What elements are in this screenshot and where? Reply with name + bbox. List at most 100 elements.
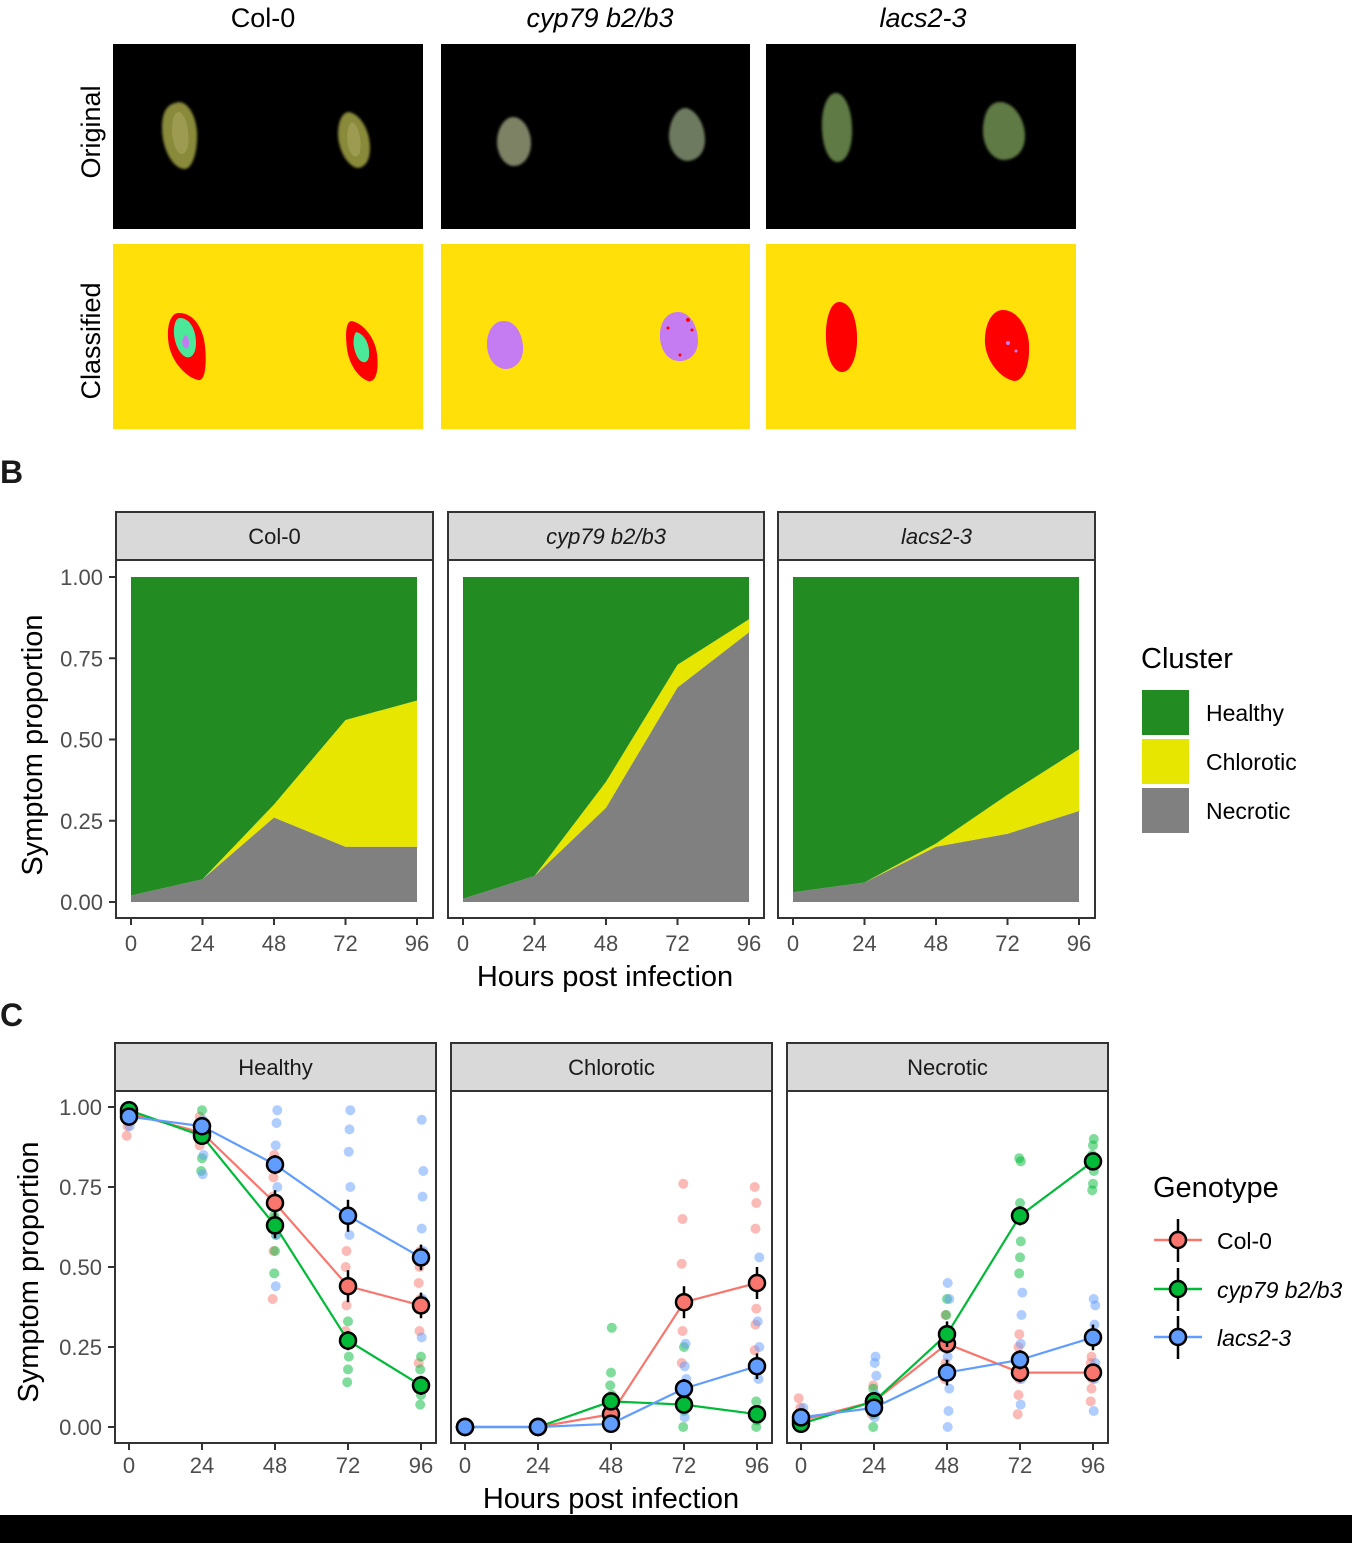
panel-c-strip-necrotic: Necrotic — [786, 1042, 1109, 1092]
legend-label-healthy: Healthy — [1206, 700, 1284, 726]
panel-a: Col-0 cyp79 b2/b3 lacs2-3 Original Class… — [76, 3, 1076, 429]
legend-label-col0: Col-0 — [1217, 1228, 1272, 1254]
panel-b-plot-cyp79 — [447, 559, 765, 919]
x-tick-label: 72 — [672, 1453, 696, 1478]
panel-c-legend-title: Genotype — [1153, 1172, 1279, 1204]
mean-point — [791, 1408, 811, 1427]
panel-a-row-label-classified: Classified — [76, 282, 106, 399]
raw-point — [1016, 1310, 1027, 1320]
raw-point — [198, 1150, 209, 1160]
panel-c-x-axis-title: Hours post infection — [483, 1483, 739, 1515]
legend-key-cyp79 — [1154, 1268, 1202, 1311]
mean-point — [411, 1296, 431, 1315]
raw-point — [606, 1367, 616, 1378]
raw-point — [267, 1294, 278, 1304]
raw-point — [943, 1406, 954, 1416]
mean-point — [937, 1324, 957, 1344]
y-tick-label: 0.50 — [59, 1255, 102, 1280]
mean-point — [601, 1392, 621, 1411]
mean-point — [1083, 1363, 1103, 1382]
y-tick-label: 0.25 — [60, 809, 103, 834]
raw-point — [1085, 1396, 1096, 1407]
mean-point — [338, 1276, 358, 1296]
classified-image-col0 — [113, 244, 423, 429]
classified-image-cyp79 — [441, 244, 750, 429]
x-tick-label: 96 — [1081, 1453, 1105, 1478]
mean-point — [674, 1292, 694, 1312]
area-necrotic-0 — [131, 817, 417, 902]
x-tick-label: 48 — [262, 931, 286, 956]
x-tick-label: 0 — [123, 1453, 135, 1478]
raw-point — [270, 1140, 281, 1151]
raw-point — [271, 1118, 282, 1128]
raw-point — [1014, 1268, 1025, 1279]
raw-point — [270, 1246, 280, 1256]
raw-point — [343, 1316, 353, 1327]
raw-point — [793, 1393, 804, 1404]
panel-c-label: C — [0, 997, 23, 1033]
panel-a-column-title-col0: Col-0 — [231, 3, 296, 33]
mean-point — [455, 1417, 475, 1437]
raw-point — [272, 1182, 283, 1192]
raw-point — [605, 1380, 616, 1391]
mean-point — [528, 1417, 548, 1437]
x-tick-label: 48 — [935, 1453, 959, 1478]
panel-a-column-title-lacs2: lacs2-3 — [879, 3, 966, 33]
x-tick-label: 24 — [190, 931, 214, 956]
legend-swatch-chlorotic — [1142, 739, 1189, 784]
area-healthy-2 — [793, 577, 1079, 893]
panel-b-x-axis-title: Hours post infection — [477, 961, 733, 993]
raw-point — [942, 1351, 953, 1362]
panel-b-strip-label-lacs2: lacs2-3 — [901, 524, 973, 549]
raw-point — [751, 1198, 762, 1208]
mean-point — [265, 1193, 285, 1213]
panel-b-y-axis-title: Symptom proportion — [17, 614, 49, 875]
mean-point — [119, 1107, 139, 1126]
raw-point — [679, 1412, 690, 1423]
raw-point — [751, 1303, 762, 1314]
panel-a-column-title-cyp79: cyp79 b2/b3 — [526, 3, 673, 33]
x-tick-label: 72 — [336, 1453, 360, 1478]
y-tick-label: 0.75 — [60, 646, 103, 671]
x-tick-label: 96 — [737, 931, 761, 956]
raw-point — [415, 1399, 426, 1410]
panel-c-strip-label-chlorotic: Chlorotic — [568, 1055, 655, 1080]
panel-b-legend-title: Cluster — [1141, 643, 1233, 675]
y-tick-label: 0.50 — [60, 728, 103, 753]
raw-point — [1088, 1406, 1099, 1416]
panel-c-strip-label-necrotic: Necrotic — [907, 1055, 988, 1080]
raw-point — [269, 1268, 280, 1279]
x-tick-label: 0 — [795, 1453, 807, 1478]
raw-point — [1015, 1198, 1025, 1208]
legend-label-chlorotic: Chlorotic — [1206, 749, 1297, 775]
y-tick-label: 0.00 — [60, 890, 103, 915]
raw-point — [676, 1258, 687, 1269]
raw-point — [340, 1262, 351, 1272]
panel-c: Healthy Chlorotic Necrotic 0.000.250.500… — [13, 1042, 1343, 1515]
raw-point — [1013, 1390, 1024, 1400]
panel-b-strip-col0: Col-0 — [115, 511, 434, 561]
legend-swatch-necrotic — [1142, 788, 1189, 833]
raw-point — [677, 1214, 688, 1224]
x-tick-label: 48 — [924, 931, 948, 956]
x-tick-label: 0 — [787, 931, 799, 956]
x-tick-label: 0 — [125, 931, 137, 956]
panel-a-row-label-original: Original — [76, 85, 106, 178]
raw-point — [680, 1338, 691, 1349]
raw-point — [868, 1422, 879, 1432]
x-tick-label: 0 — [459, 1453, 471, 1478]
mean-point — [1010, 1206, 1030, 1226]
mean-point — [864, 1398, 884, 1418]
mean-point — [1083, 1152, 1103, 1171]
raw-point — [1088, 1294, 1099, 1304]
raw-point — [871, 1370, 882, 1381]
x-tick-label: 96 — [745, 1453, 769, 1478]
raw-point — [1015, 1252, 1025, 1263]
panel-c-strip-chlorotic: Chlorotic — [450, 1042, 773, 1092]
classified-image-lacs2 — [766, 244, 1076, 429]
y-tick-label: 0.00 — [59, 1415, 102, 1440]
mean-point — [937, 1363, 957, 1382]
panel-c-y-axis-title: Symptom proportion — [13, 1141, 45, 1402]
raw-point — [272, 1105, 283, 1116]
raw-point — [749, 1182, 760, 1192]
